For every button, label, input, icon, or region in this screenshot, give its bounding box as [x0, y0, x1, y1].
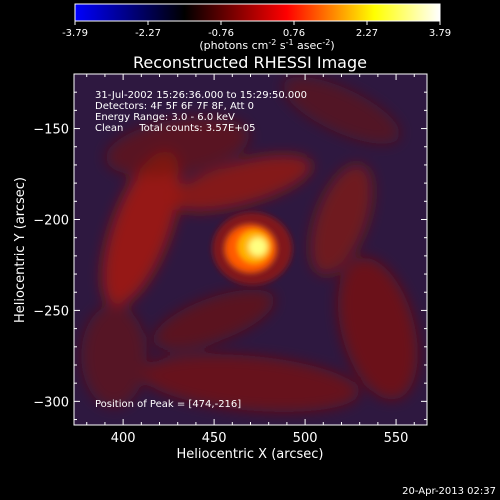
colorbar-tick-label: -3.79: [62, 28, 88, 39]
plot-area: [74, 74, 427, 425]
info-total-counts: Clean Total counts: 3.57E+05: [95, 123, 255, 134]
colorbar-tick-label: 2.27: [356, 28, 378, 39]
y-tick-label: −150: [33, 123, 69, 138]
info-annotations: 31-Jul-2002 15:26:36.000 to 15:29:50.000…: [95, 90, 307, 134]
emission-blob: [153, 289, 275, 350]
y-tick-label: −300: [33, 395, 69, 410]
x-tick-label: 450: [202, 431, 227, 446]
colorbar-tick-label: 3.79: [429, 28, 451, 39]
x-tick-label: 550: [384, 431, 409, 446]
date-stamp: 20-Apr-2013 02:37: [402, 486, 496, 497]
peak-source-blob: [248, 237, 267, 256]
colorbar-tick-label: -0.76: [208, 28, 234, 39]
emission-core: [212, 212, 293, 285]
emission-blob: [337, 257, 418, 400]
x-tick-label: 500: [293, 431, 318, 446]
info-time-range: 31-Jul-2002 15:26:36.000 to 15:29:50.000: [95, 90, 307, 101]
y-axis: −150 −200 −250 −300: [33, 91, 427, 421]
emission-blob: [141, 354, 360, 412]
colorbar-tick-label: 0.76: [283, 28, 305, 39]
colorbar-ticks: -3.79 -2.27 -0.76 0.76 2.27 3.79: [62, 21, 451, 39]
emission-blob: [81, 304, 147, 407]
emission-blob: [102, 151, 181, 307]
y-tick-label: −250: [33, 304, 69, 319]
emission-features: [81, 76, 418, 412]
colorbar-unit: (photons cm-2 s-1 asec-2): [199, 38, 334, 52]
colorbar: -3.79 -2.27 -0.76 0.76 2.27 3.79 (photons cm-…: [62, 3, 451, 52]
peak-position-label: Position of Peak = [474,-216]: [95, 399, 241, 410]
emission-blob: [170, 154, 312, 212]
y-axis-label: Heliocentric Y (arcsec): [13, 177, 28, 323]
info-detectors: Detectors: 4F 5F 6F 7F 8F, Att 0: [95, 101, 254, 112]
emission-blob: [283, 76, 400, 144]
colorbar-bar: [74, 3, 441, 22]
x-axis-label: Heliocentric X (arcsec): [177, 447, 324, 462]
colorbar-tick-label: -2.27: [135, 28, 161, 39]
info-energy-range: Energy Range: 3.0 - 6.0 keV: [95, 112, 235, 123]
chart-title: Reconstructed RHESSI Image: [133, 53, 367, 72]
x-tick-label: 400: [111, 431, 136, 446]
x-axis: 400 450 500 550: [86, 74, 415, 446]
emission-blob: [105, 117, 250, 177]
emission-blob: [310, 164, 373, 275]
y-tick-label: −200: [33, 213, 69, 228]
